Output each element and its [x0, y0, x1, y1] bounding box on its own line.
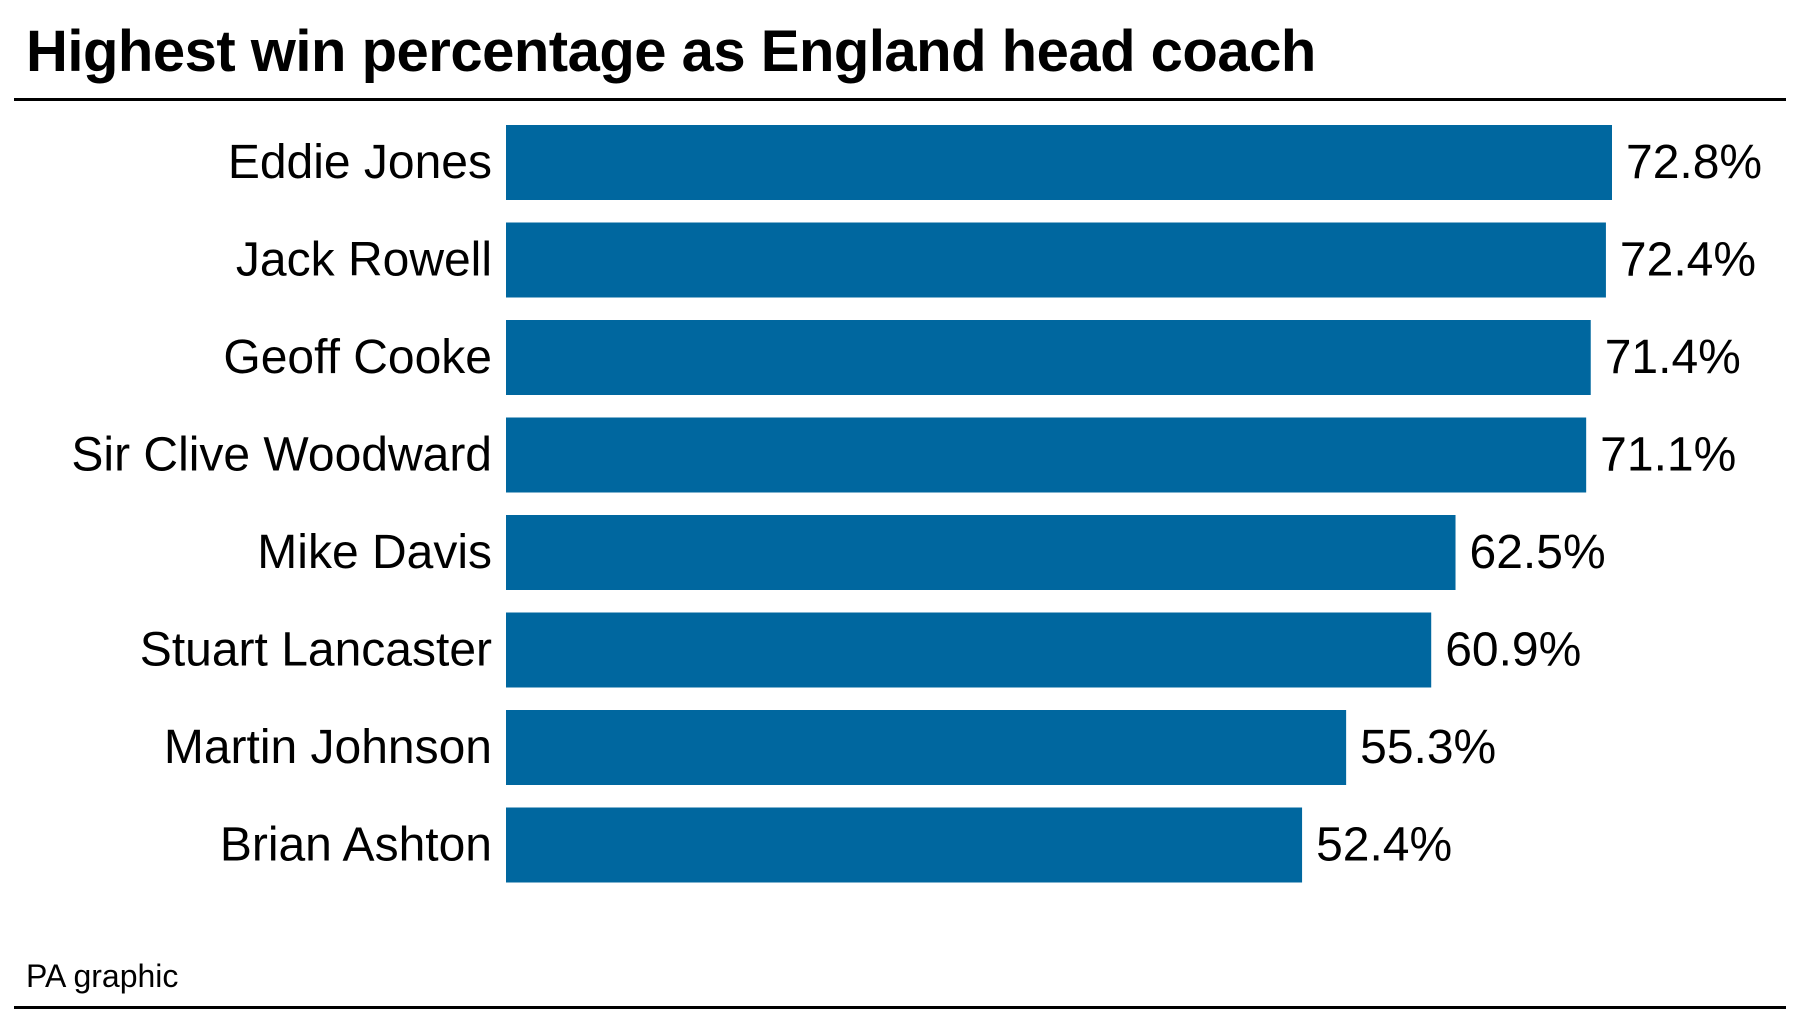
value-label-2: 72.4% [1620, 234, 1756, 287]
category-label-2: Jack Rowell [236, 234, 492, 287]
bar-2 [506, 222, 1606, 298]
bar-8 [506, 807, 1303, 883]
value-label-5: 62.5% [1470, 526, 1606, 579]
bar-7 [506, 710, 1347, 785]
category-label-5: Mike Davis [257, 526, 492, 579]
category-labels-layer: Eddie Jones Jack Rowell Geoff Cooke Sir Cli… [71, 136, 492, 872]
bars-layer [506, 125, 1612, 883]
bar-4 [506, 417, 1587, 493]
value-label-6: 60.9% [1445, 624, 1581, 677]
category-label-4: Sir Clive Woodward [71, 429, 492, 482]
value-label-8: 52.4% [1316, 819, 1452, 872]
value-label-1: 72.8% [1626, 136, 1762, 189]
title-divider [14, 98, 1786, 101]
bar-5 [506, 515, 1456, 590]
value-labels-layer: 72.8% 72.4% 71.4% 71.1% 62.5% 60.9% 55.3% 52.4% [1316, 136, 1762, 872]
bar-6 [506, 612, 1432, 688]
category-label-7: Martin Johnson [164, 721, 492, 774]
bar-1 [506, 125, 1612, 200]
bottom-divider [14, 1006, 1786, 1009]
category-label-1: Eddie Jones [228, 136, 492, 189]
chart-title: Highest win percentage as England head c… [26, 19, 1316, 84]
value-label-3: 71.4% [1605, 331, 1741, 384]
value-label-4: 71.1% [1600, 429, 1736, 482]
source-credit: PA graphic [26, 958, 179, 994]
category-label-8: Brian Ashton [220, 819, 492, 872]
value-label-7: 55.3% [1360, 721, 1496, 774]
category-label-6: Stuart Lancaster [140, 624, 492, 677]
category-label-3: Geoff Cooke [223, 331, 492, 384]
bar-3 [506, 320, 1591, 395]
